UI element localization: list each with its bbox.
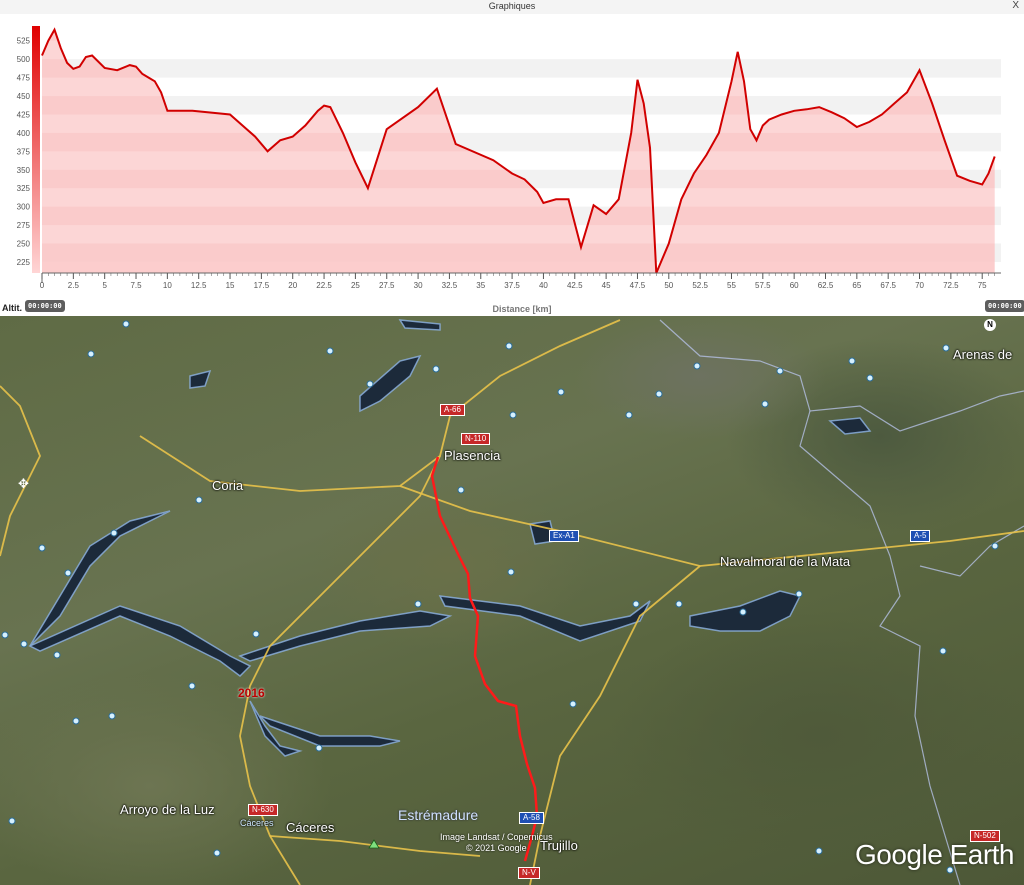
x-tick-label: 65 [852, 281, 861, 290]
poi-markers [1, 320, 999, 874]
y-tick-label: 400 [17, 129, 31, 138]
y-tick-label: 500 [17, 55, 31, 64]
grid-band-overlay [42, 151, 1001, 170]
y-tick-label: 275 [17, 221, 31, 230]
reservoirs [28, 319, 872, 757]
y-tick-label: 525 [17, 37, 31, 46]
x-tick-label: 25 [351, 281, 360, 290]
x-tick-label: 50 [664, 281, 673, 290]
x-tick-label: 32.5 [442, 281, 458, 290]
y-tick-label: 375 [17, 147, 31, 156]
end-time-chip[interactable]: 00:00:00 [985, 300, 1024, 312]
town-label-caceres-small: Cáceres [240, 818, 274, 828]
compass-icon[interactable]: N [984, 319, 996, 331]
imagery-credit: Image Landsat / Copernicus © 2021 Google [440, 832, 553, 854]
year-label: 2016 [238, 686, 265, 700]
map-overlay [0, 319, 1024, 885]
road-shield-nv: N-V [518, 867, 540, 879]
credit-line-1: Image Landsat / Copernicus [440, 832, 553, 842]
x-tick-label: 47.5 [630, 281, 646, 290]
x-tick-label: 30 [414, 281, 423, 290]
road-shield-a66: A-66 [440, 404, 465, 416]
x-tick-label: 22.5 [316, 281, 332, 290]
move-cursor-icon: ✥ [18, 476, 29, 491]
x-tick-label: 45 [602, 281, 611, 290]
elevation-chart[interactable]: 2252502753003253503754004254504755005250… [0, 14, 1024, 316]
elevation-chart-panel: 225 250 275 300 325 350 375 400 425 450 475 500 525 0… [0, 14, 1024, 316]
road-shield-n630: N-630 [248, 804, 278, 816]
google-earth-logo: Google Earth [855, 839, 1015, 870]
grid-band [42, 96, 1001, 115]
credit-line-2: © 2021 Google [465, 843, 527, 853]
grid-band-overlay [42, 225, 1001, 244]
town-label-caceres: Cáceres [286, 820, 335, 835]
x-tick-label: 27.5 [379, 281, 395, 290]
town-label-trujillo: Trujillo [540, 838, 578, 853]
x-tick-label: 52.5 [692, 281, 708, 290]
x-tick-label: 67.5 [880, 281, 896, 290]
x-tick-label: 0 [40, 281, 45, 290]
gps-route [430, 456, 539, 862]
town-label-arroyo: Arroyo de la Luz [120, 802, 215, 817]
x-tick-label: 12.5 [191, 281, 207, 290]
town-label-arenas: Arenas de [953, 347, 1013, 362]
y-tick-label: 225 [17, 258, 31, 267]
window-title-bar: Graphiques X [0, 0, 1024, 15]
town-label-coria: Coria [212, 478, 244, 493]
road-shield-n110: N-110 [461, 433, 491, 445]
grid-band-overlay [42, 40, 1001, 60]
grid-band-overlay [42, 188, 1001, 207]
y-tick-label: 425 [17, 110, 31, 119]
y-tick-label: 325 [17, 184, 31, 193]
x-tick-label: 62.5 [818, 281, 834, 290]
road-shield-n502: N-502 [970, 830, 1000, 842]
x-tick-label: 20 [288, 281, 297, 290]
region-label-estremadure: Estrémadure [398, 807, 479, 823]
town-label-navalmoral: Navalmoral de la Mata [720, 554, 851, 569]
y-tick-label: 475 [17, 74, 31, 83]
town-label-plasencia: Plasencia [444, 448, 501, 463]
x-tick-label: 40 [539, 281, 548, 290]
y-tick-label: 300 [17, 203, 31, 212]
satellite-map[interactable]: N ✥ Plasencia Coria Navalmoral de la Mat… [0, 316, 1024, 885]
x-tick-label: 7.5 [130, 281, 142, 290]
y-tick-label: 450 [17, 92, 31, 101]
y-tick-label: 250 [17, 240, 31, 249]
x-tick-label: 70 [915, 281, 924, 290]
x-tick-label: 37.5 [504, 281, 520, 290]
roads [0, 319, 1024, 885]
x-tick-label: 2.5 [68, 281, 80, 290]
close-button[interactable]: X [1012, 0, 1019, 11]
x-tick-label: 57.5 [755, 281, 771, 290]
window-title: Graphiques [488, 1, 536, 11]
x-tick-label: 55 [727, 281, 736, 290]
road-shield-a5: A-5 [910, 530, 931, 542]
grid-band [42, 59, 1001, 78]
x-tick-label: 75 [978, 281, 987, 290]
x-tick-label: 42.5 [567, 281, 583, 290]
road-shield-a58: A-58 [519, 812, 544, 824]
x-tick-label: 5 [102, 281, 107, 290]
grid-band-overlay [42, 77, 1001, 97]
borders [659, 319, 1024, 885]
altitude-color-scale [32, 26, 40, 273]
elevation-area [42, 29, 995, 274]
x-tick-label: 35 [476, 281, 485, 290]
x-tick-label: 72.5 [943, 281, 959, 290]
x-axis-title: Distance [km] [492, 304, 552, 314]
x-tick-label: 60 [790, 281, 799, 290]
x-tick-label: 10 [163, 281, 172, 290]
x-tick-label: 17.5 [254, 281, 270, 290]
y-axis-title: Altit. [2, 303, 22, 313]
x-tick-label: 15 [226, 281, 235, 290]
start-time-chip[interactable]: 00:00:00 [25, 300, 65, 312]
grid-band-overlay [42, 114, 1001, 133]
y-tick-label: 350 [17, 166, 31, 175]
park-marker-icon [368, 839, 380, 849]
elevation-line [41, 27, 996, 274]
road-shield-exa1: Ex-A1 [549, 530, 579, 542]
